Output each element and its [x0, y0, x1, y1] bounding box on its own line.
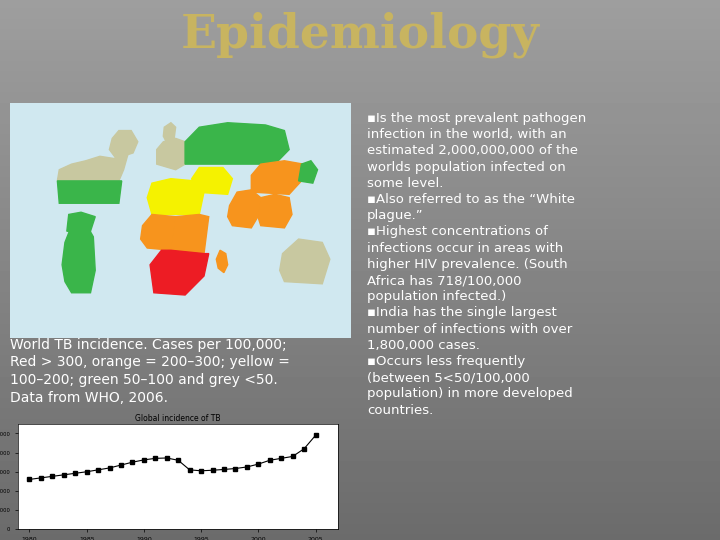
Polygon shape: [216, 250, 228, 273]
Polygon shape: [171, 214, 209, 254]
Polygon shape: [228, 190, 261, 228]
Polygon shape: [163, 123, 176, 141]
Polygon shape: [140, 214, 176, 250]
Text: World TB incidence. Cases per 100,000;
Red > 300, orange = 200–300; yellow =
100: World TB incidence. Cases per 100,000; R…: [10, 338, 290, 405]
Polygon shape: [258, 194, 292, 228]
Text: ▪Is the most prevalent pathogen
infection in the world, with an
estimated 2,000,: ▪Is the most prevalent pathogen infectio…: [367, 112, 586, 417]
Polygon shape: [58, 153, 128, 181]
Polygon shape: [58, 181, 122, 203]
Polygon shape: [192, 167, 233, 194]
Polygon shape: [109, 131, 138, 159]
Polygon shape: [150, 250, 209, 295]
Polygon shape: [157, 138, 190, 170]
Polygon shape: [251, 161, 303, 194]
Polygon shape: [148, 179, 204, 214]
Polygon shape: [62, 220, 95, 293]
Polygon shape: [185, 123, 289, 164]
Text: Epidemiology: Epidemiology: [181, 12, 539, 58]
Title: Global incidence of TB: Global incidence of TB: [135, 414, 221, 423]
Polygon shape: [299, 161, 318, 183]
Polygon shape: [67, 212, 95, 231]
Polygon shape: [279, 239, 330, 284]
